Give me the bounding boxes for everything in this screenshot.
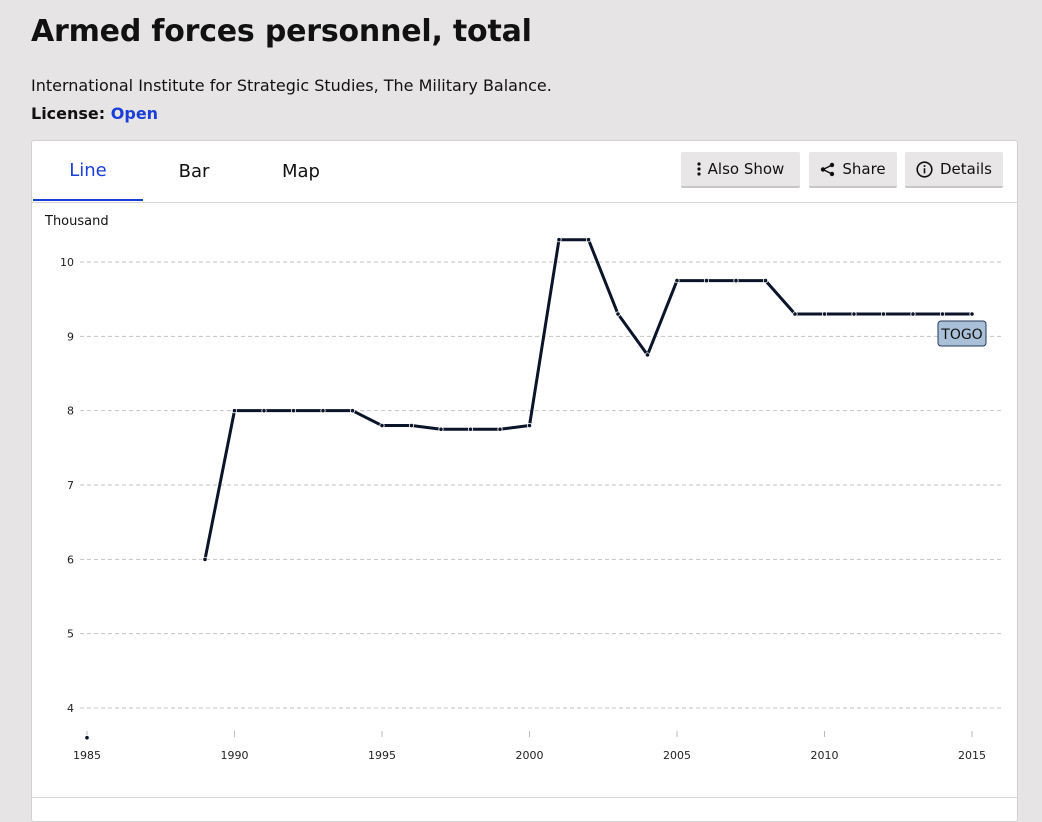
data-point bbox=[939, 311, 946, 317]
source-text: International Institute for Strategic St… bbox=[31, 76, 552, 95]
details-button[interactable]: Details bbox=[905, 152, 1003, 188]
y-tick-label: 8 bbox=[67, 405, 74, 418]
info-icon bbox=[916, 160, 933, 178]
data-point bbox=[379, 422, 385, 429]
data-point bbox=[467, 426, 474, 432]
data-point bbox=[851, 311, 857, 317]
card-footer-divider bbox=[32, 797, 1017, 798]
license-label: License: bbox=[31, 104, 106, 123]
more-vertical-icon bbox=[697, 162, 701, 176]
data-point bbox=[84, 735, 90, 741]
x-tick-label: 2010 bbox=[811, 749, 839, 762]
data-point bbox=[261, 408, 267, 414]
share-button[interactable]: Share bbox=[809, 152, 897, 188]
data-point bbox=[526, 422, 533, 429]
data-point bbox=[733, 277, 739, 284]
series-label-box bbox=[937, 320, 987, 347]
data-point bbox=[674, 277, 680, 284]
tab-bar[interactable]: Bar bbox=[178, 160, 210, 182]
data-point bbox=[290, 408, 297, 414]
y-tick-label: 5 bbox=[67, 628, 74, 641]
data-point bbox=[320, 408, 326, 414]
also-show-label: Also Show bbox=[707, 160, 785, 178]
data-point bbox=[969, 311, 975, 317]
data-point bbox=[231, 408, 238, 414]
y-tick-label: 6 bbox=[67, 553, 74, 566]
view-tabs: Line Bar Map Also Show Share Details bbox=[32, 141, 1017, 203]
data-point bbox=[438, 426, 444, 432]
y-tick-label: 4 bbox=[67, 702, 74, 715]
x-tick-label: 2015 bbox=[958, 749, 986, 762]
line-chart: Thousand 4 5 6 7 8 9 10 1985 1990 1995 2000 2005 2010… bbox=[44, 214, 1004, 762]
data-point bbox=[880, 311, 887, 317]
x-tick-label: 1995 bbox=[368, 749, 396, 762]
y-tick-label: 10 bbox=[60, 256, 74, 269]
data-point bbox=[202, 556, 208, 562]
x-tick-label: 2005 bbox=[663, 749, 691, 762]
also-show-button[interactable]: Also Show bbox=[681, 152, 800, 188]
details-label: Details bbox=[939, 160, 992, 178]
data-point bbox=[792, 311, 798, 317]
chart-card: Line Bar Map Also Show Share Details Tho… bbox=[31, 140, 1018, 822]
y-tick-label: 9 bbox=[67, 330, 74, 343]
data-point bbox=[703, 277, 710, 284]
data-point bbox=[644, 352, 651, 358]
x-tick-label: 2000 bbox=[516, 749, 544, 762]
data-point bbox=[497, 426, 503, 432]
license-link[interactable]: Open bbox=[110, 104, 159, 123]
data-point bbox=[408, 422, 415, 429]
x-tick-label: 1985 bbox=[73, 749, 101, 762]
data-point bbox=[349, 408, 356, 414]
x-tick-label: 1990 bbox=[221, 749, 249, 762]
share-icon bbox=[821, 162, 835, 176]
data-point bbox=[556, 237, 562, 243]
data-point bbox=[585, 237, 592, 243]
tab-line[interactable]: Line bbox=[33, 141, 143, 201]
license: License: Open bbox=[31, 104, 158, 123]
share-label: Share bbox=[842, 160, 886, 178]
page-title: Armed forces personnel, total bbox=[31, 14, 532, 49]
y-axis-label: Thousand bbox=[44, 214, 109, 229]
data-point bbox=[762, 277, 769, 284]
data-point bbox=[821, 311, 828, 317]
tab-map[interactable]: Map bbox=[282, 160, 320, 182]
y-tick-label: 7 bbox=[67, 479, 74, 492]
series-label: TOGO bbox=[940, 327, 982, 343]
data-point bbox=[910, 311, 916, 317]
data-point bbox=[615, 311, 621, 317]
series-line bbox=[203, 238, 972, 560]
